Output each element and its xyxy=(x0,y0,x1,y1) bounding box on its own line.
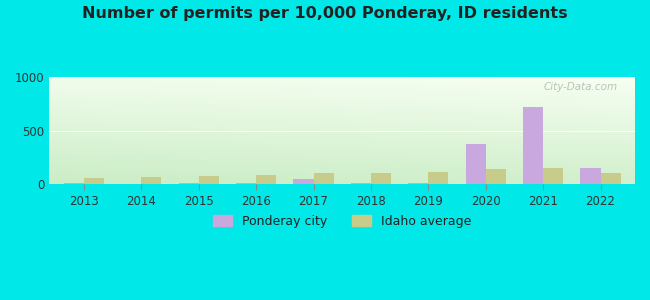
Bar xyxy=(64,183,84,184)
Bar xyxy=(179,183,199,184)
Bar xyxy=(313,173,333,184)
Bar xyxy=(408,183,428,184)
Text: City-Data.com: City-Data.com xyxy=(543,82,618,92)
Bar xyxy=(601,173,621,184)
Bar xyxy=(523,107,543,184)
Bar xyxy=(141,177,161,184)
Bar xyxy=(293,179,313,184)
Bar xyxy=(236,183,256,184)
Text: Number of permits per 10,000 Ponderay, ID residents: Number of permits per 10,000 Ponderay, I… xyxy=(82,6,568,21)
Legend: Ponderay city, Idaho average: Ponderay city, Idaho average xyxy=(208,210,476,233)
Bar xyxy=(351,183,371,184)
Bar xyxy=(256,175,276,184)
Bar xyxy=(428,172,448,184)
Bar xyxy=(543,168,564,184)
Bar xyxy=(580,168,601,184)
Bar xyxy=(486,169,506,184)
Bar xyxy=(465,144,486,184)
Bar xyxy=(84,178,104,184)
Bar xyxy=(199,176,219,184)
Bar xyxy=(371,173,391,184)
